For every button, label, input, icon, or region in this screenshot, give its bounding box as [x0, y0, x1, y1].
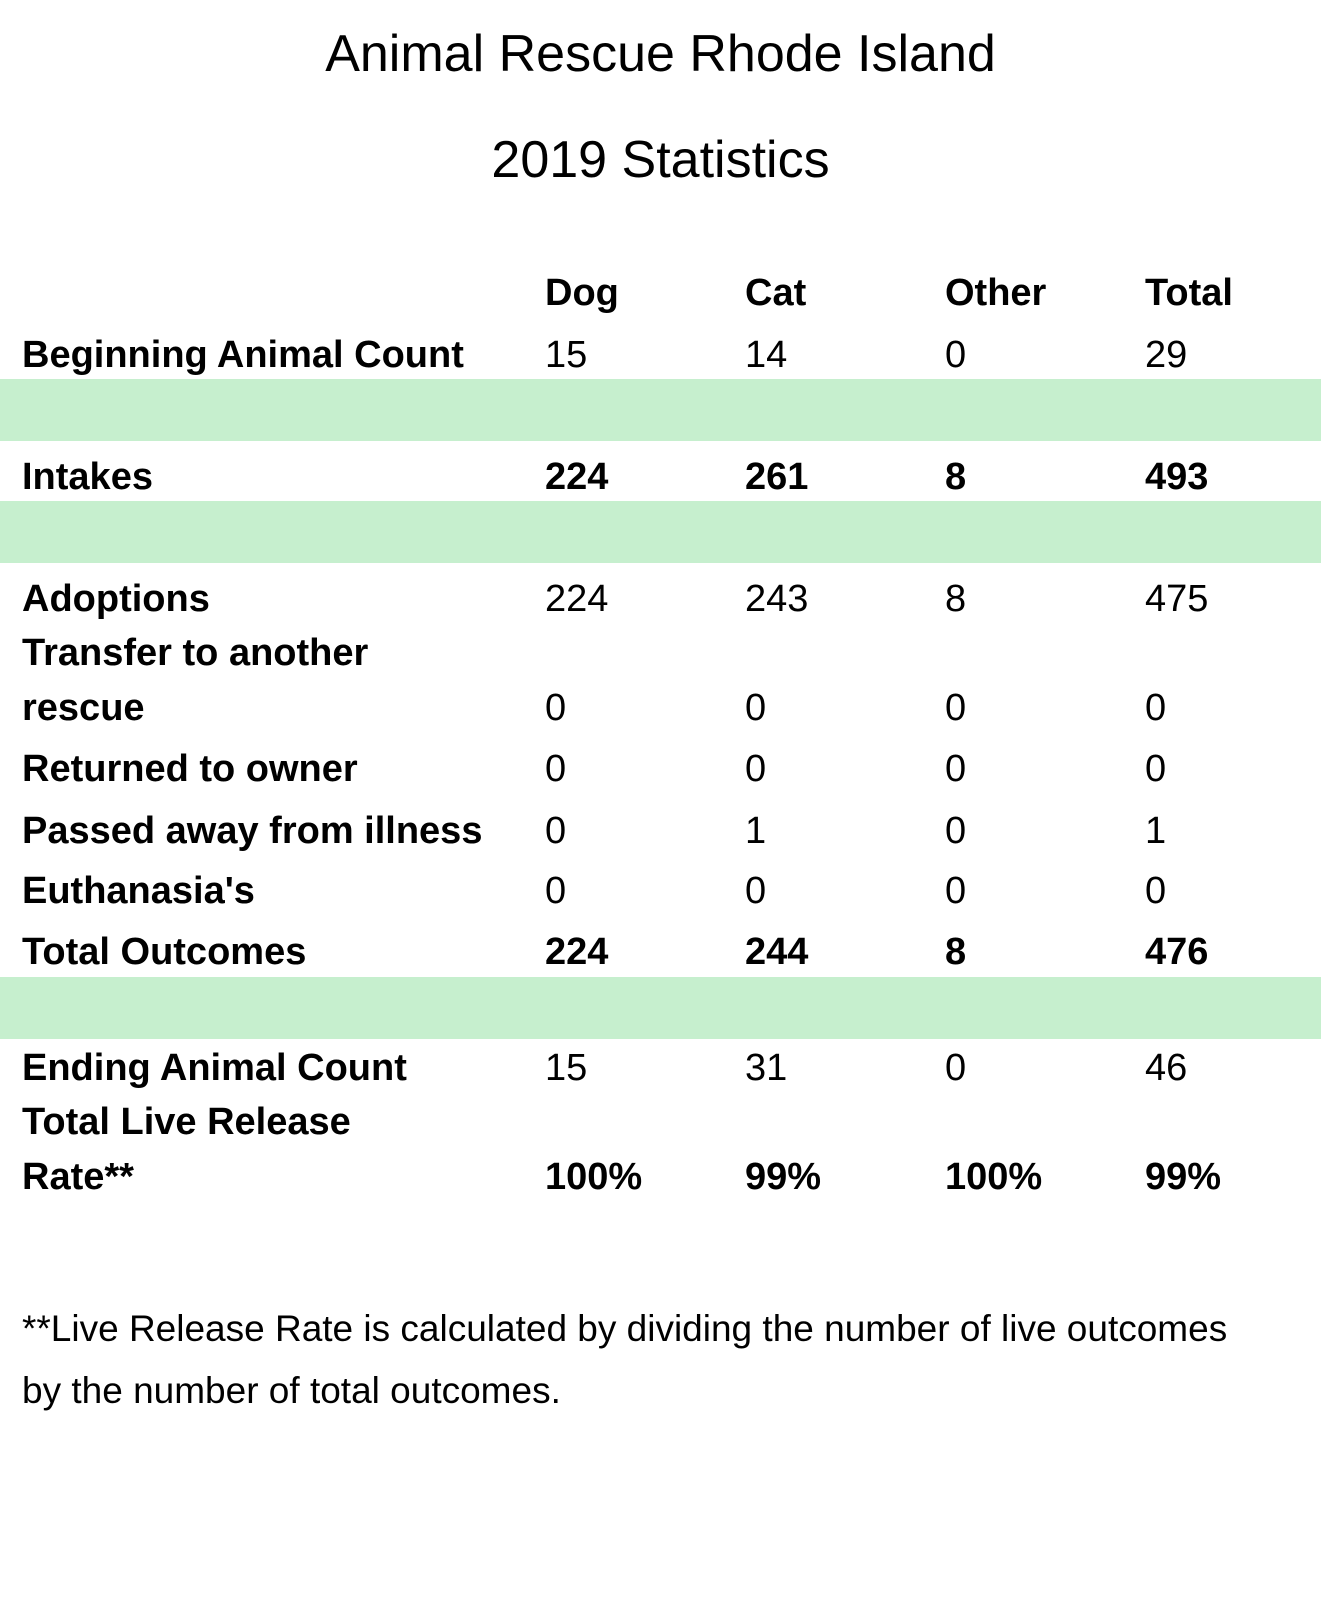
beginning-cat: 14: [745, 334, 788, 376]
transfer-total: 0: [1145, 687, 1167, 729]
page-title: Animal Rescue Rhode Island: [325, 25, 996, 83]
ending-total: 46: [1145, 1047, 1188, 1089]
footnote: **Live Release Rate is calculated by div…: [22, 1308, 1228, 1411]
euthanasia-cat: 0: [745, 870, 767, 912]
adoptions-other: 8: [945, 578, 967, 620]
returned-cat: 0: [745, 748, 767, 790]
row-label-beginning: Beginning Animal Count: [22, 334, 464, 376]
adoptions-cat: 243: [745, 578, 809, 620]
row-label-transfer-line2: rescue: [22, 687, 145, 729]
live-release-cat: 99%: [745, 1156, 822, 1198]
ending-cat: 31: [745, 1047, 788, 1089]
adoptions-total: 475: [1145, 578, 1209, 620]
euthanasia-total: 0: [1145, 870, 1167, 912]
live-release-dog: 100%: [545, 1156, 643, 1198]
ending-other: 0: [945, 1047, 967, 1089]
passed-other: 0: [945, 810, 967, 852]
row-label-euthanasia: Euthanasia's: [22, 870, 255, 912]
intakes-dog: 224: [545, 456, 609, 498]
page-subtitle: 2019 Statistics: [491, 131, 830, 189]
row-label-passed: Passed away from illness: [22, 810, 483, 852]
row-label-transfer: Transfer to another: [22, 632, 369, 674]
returned-other: 0: [945, 748, 967, 790]
header-cat: Cat: [745, 272, 807, 314]
total-outcomes-total: 476: [1145, 931, 1209, 973]
beginning-total: 29: [1145, 334, 1188, 376]
transfer-dog: 0: [545, 687, 567, 729]
intakes-cat: 261: [745, 456, 809, 498]
header-total: Total: [1145, 272, 1233, 314]
ending-dog: 15: [545, 1047, 588, 1089]
adoptions-dog: 224: [545, 578, 609, 620]
passed-total: 1: [1145, 810, 1167, 852]
intakes-total: 493: [1145, 456, 1209, 498]
beginning-dog: 15: [545, 334, 588, 376]
live-release-other: 100%: [945, 1156, 1043, 1198]
header-other: Other: [945, 272, 1047, 314]
separator-band: [0, 501, 1321, 563]
euthanasia-other: 0: [945, 870, 967, 912]
row-label-total-outcomes: Total Outcomes: [22, 931, 307, 973]
row-label-live-release: Total Live Release: [22, 1101, 351, 1143]
row-label-intakes: Intakes: [22, 456, 153, 498]
transfer-other: 0: [945, 687, 967, 729]
passed-dog: 0: [545, 810, 567, 852]
row-label-ending: Ending Animal Count: [22, 1047, 407, 1089]
separator-band: [0, 379, 1321, 441]
passed-cat: 1: [745, 810, 767, 852]
header-dog: Dog: [545, 272, 619, 314]
total-outcomes-dog: 224: [545, 931, 609, 973]
row-label-live-release-line2: Rate**: [22, 1156, 134, 1198]
live-release-total: 99%: [1145, 1156, 1222, 1198]
euthanasia-dog: 0: [545, 870, 567, 912]
returned-dog: 0: [545, 748, 567, 790]
transfer-cat: 0: [745, 687, 767, 729]
row-label-returned: Returned to owner: [22, 748, 358, 790]
total-outcomes-other: 8: [945, 931, 967, 973]
returned-total: 0: [1145, 748, 1167, 790]
separator-band: [0, 977, 1321, 1039]
total-outcomes-cat: 244: [745, 931, 809, 973]
intakes-other: 8: [945, 456, 967, 498]
beginning-other: 0: [945, 334, 967, 376]
row-label-adoptions: Adoptions: [22, 578, 210, 620]
